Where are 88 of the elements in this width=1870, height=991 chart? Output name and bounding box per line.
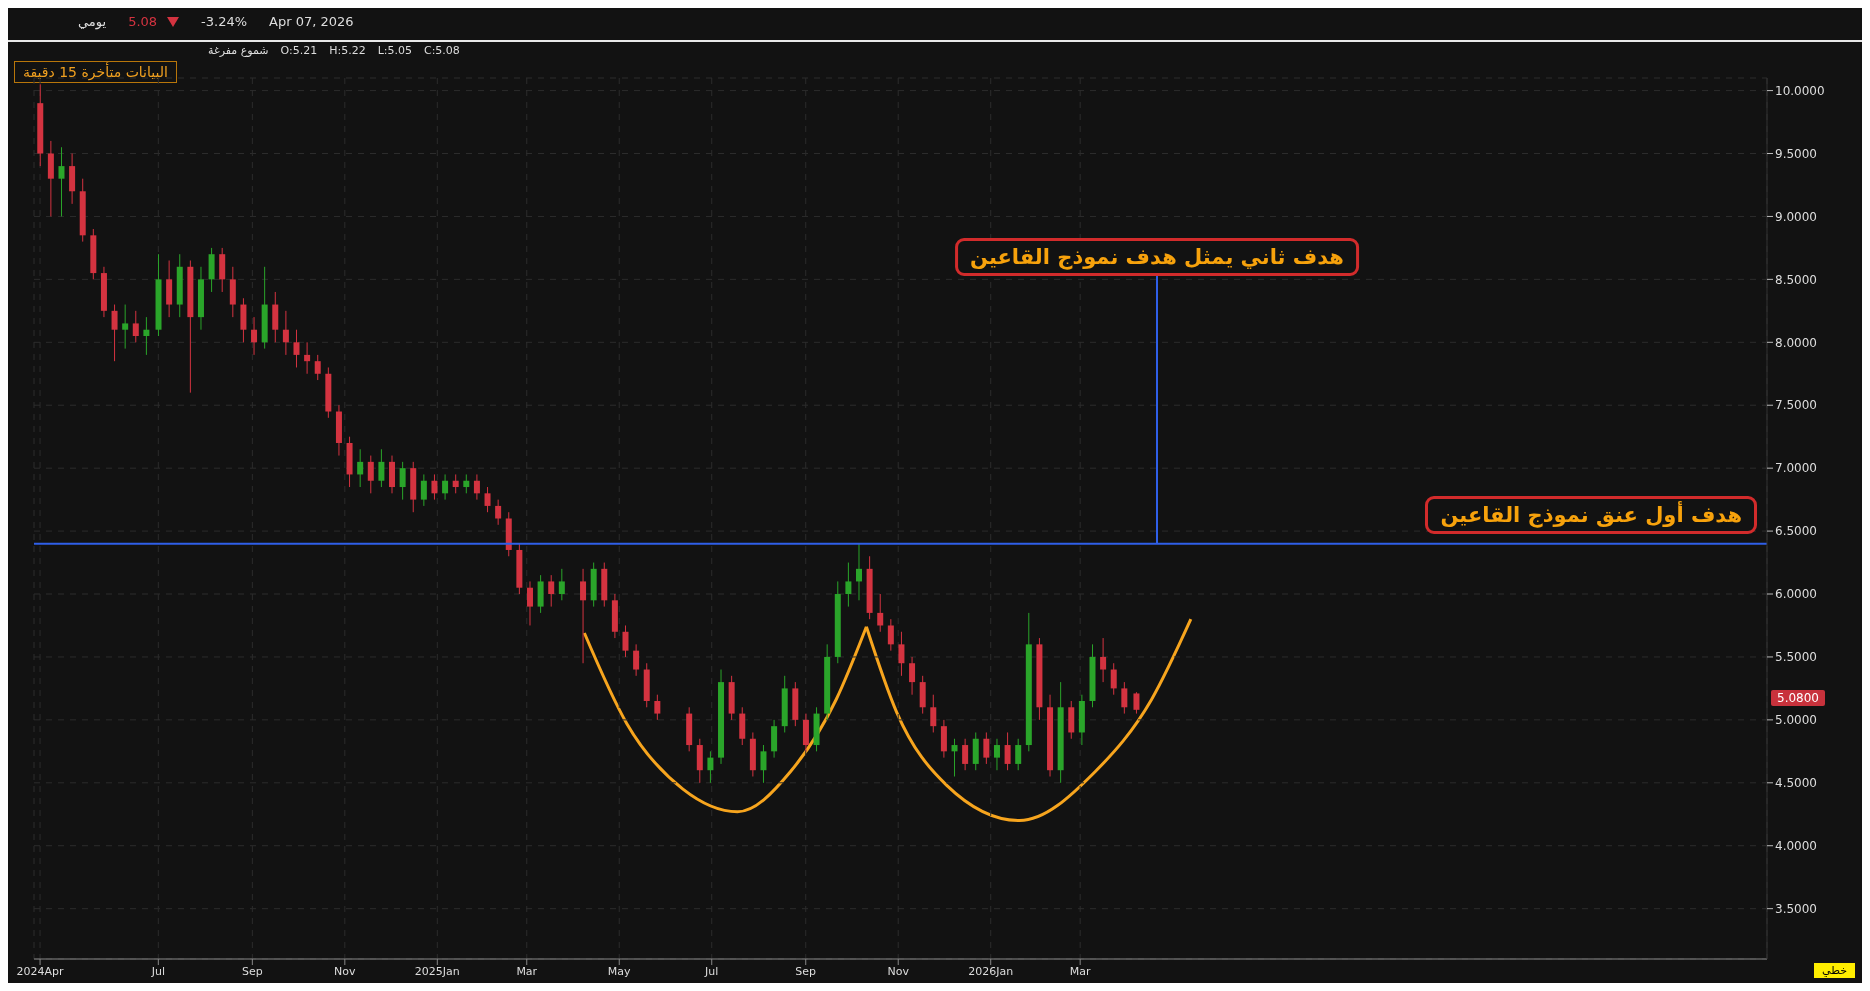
candlestick: [463, 473, 470, 494]
y-tick-label: 5.0000: [1775, 713, 1817, 728]
candlestick: [251, 316, 258, 356]
text: H:5.22: [329, 44, 366, 57]
candlestick: [420, 473, 427, 507]
y-tick-label: 3.5000: [1775, 901, 1817, 916]
candlestick: [951, 738, 958, 778]
y-tick-label: 4.0000: [1775, 838, 1817, 853]
x-tick-label: 2026Jan: [968, 964, 1014, 978]
candlestick: [962, 738, 969, 771]
x-tick-label: 2025Jan: [414, 964, 460, 978]
y-tick-label: 4.5000: [1775, 776, 1817, 791]
y-tick-label: 6.5000: [1775, 524, 1817, 539]
y-tick-label: 9.5000: [1775, 146, 1817, 161]
candlestick: [132, 310, 139, 343]
candlestick: [760, 744, 767, 784]
candlestick: [1110, 662, 1117, 696]
candlestick: [58, 146, 65, 217]
candlestick: [898, 631, 905, 677]
candlestick: [909, 656, 916, 696]
candlestick: [143, 316, 150, 356]
x-tick-label: Sep: [241, 964, 263, 978]
candlestick: [282, 310, 289, 356]
x-tick-label: Nov: [334, 964, 357, 978]
candlestick: [367, 455, 374, 494]
annotation: البيانات متأخرة 15 دقيقة: [14, 61, 177, 83]
candlestick: [122, 304, 129, 350]
candlestick: [378, 448, 385, 488]
y-tick-label: 7.5000: [1775, 398, 1817, 413]
candlestick: [1015, 738, 1022, 771]
candlestick: [314, 354, 321, 381]
candlestick: [654, 694, 661, 721]
y-tick-label: 7.0000: [1775, 461, 1817, 476]
y-tick-label: 8.0000: [1775, 335, 1817, 350]
candlestick: [580, 568, 587, 664]
x-tick-label: Jul: [150, 964, 165, 978]
x-tick-label: 2024Apr: [16, 964, 65, 978]
x-tick-label: Jul: [704, 964, 719, 978]
candlestick: [304, 341, 311, 375]
candlestick: [622, 624, 629, 658]
x-tick-label: May: [607, 964, 632, 978]
candlestick: [399, 461, 406, 501]
candlestick: [707, 750, 714, 784]
candlestick: [293, 329, 300, 368]
text: Apr 07, 2026: [269, 14, 354, 29]
text: يومي: [78, 14, 107, 29]
candlestick: [1121, 681, 1128, 715]
candlestick: [526, 580, 533, 626]
x-tick-label: Nov: [887, 964, 910, 978]
ref-line-label: هدف أول عنق نموذج القاعين: [1425, 495, 1757, 534]
candlestick: [930, 694, 937, 733]
annotation: هدف ثاني يمثل هدف نموذج القاعين: [955, 238, 1359, 277]
y-tick-label: 6.0000: [1775, 587, 1817, 602]
candlestick: [442, 473, 449, 501]
candlestick: [431, 473, 438, 501]
candlestick: [452, 473, 459, 494]
text: O:5.21: [280, 44, 318, 57]
x-tick-label: Sep: [795, 964, 817, 978]
text: 5.08: [128, 14, 159, 29]
x-tick-label: Mar: [516, 964, 538, 978]
text: C:5.08: [423, 44, 460, 57]
x-tick-label: Mar: [1069, 964, 1092, 978]
candlestick: [558, 568, 565, 601]
text: -3.24%: [201, 14, 248, 29]
candlestick: [845, 562, 852, 608]
candlestick: [357, 448, 364, 488]
text: شموع مفرغة: [208, 44, 269, 57]
candlestick: [495, 499, 502, 526]
candlestick: [887, 618, 894, 652]
candlestick: [633, 643, 640, 677]
text: 5.0800: [1771, 689, 1825, 706]
candlestick: [548, 574, 555, 608]
candlestick: [473, 473, 480, 501]
text: خطي: [1814, 963, 1855, 978]
candlestick: [856, 543, 862, 601]
y-tick-label: 8.5000: [1775, 272, 1817, 287]
candlestick: [111, 304, 118, 362]
candlestick: [1133, 691, 1140, 715]
y-tick-label: 5.5000: [1775, 650, 1817, 665]
candlestick: [484, 486, 491, 513]
candlestick: [1100, 637, 1107, 683]
text: L:5.05: [377, 44, 412, 57]
y-tick-label: 10.0000: [1775, 83, 1825, 98]
candlestick: [993, 738, 1000, 771]
candlestick: [983, 731, 990, 765]
candlestick: [877, 593, 884, 633]
y-tick-label: 9.0000: [1775, 209, 1817, 224]
candlestick: [1004, 731, 1011, 771]
